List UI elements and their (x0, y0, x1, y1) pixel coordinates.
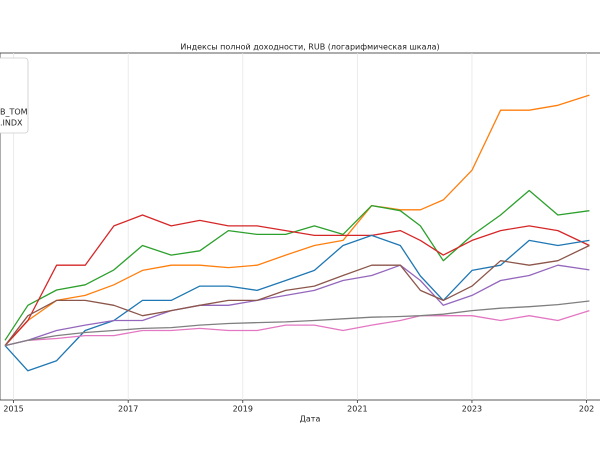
series-line (4, 300, 590, 347)
x-tick-label: 2019 (233, 405, 253, 414)
series-line (4, 189, 590, 341)
x-tick-label: 2015 (3, 405, 23, 414)
x-axis-label: Дата (300, 415, 321, 424)
x-tick-label: 2021 (347, 405, 367, 414)
series-line (4, 244, 590, 346)
x-tick-label: 2017 (118, 405, 138, 414)
series-line (4, 94, 590, 347)
series-line (4, 214, 590, 347)
series-line (4, 234, 590, 372)
chart-title: Индексы полной доходности, RUB (логарифм… (180, 43, 439, 52)
legend-label: .INDX (0, 119, 23, 128)
plot-frame (0, 52, 600, 401)
x-tick-label: 2023 (462, 405, 482, 414)
series-line (4, 264, 590, 347)
legend-label: B_TOM (0, 108, 28, 117)
series-line (4, 309, 590, 347)
legend-box (0, 57, 29, 134)
x-tick-label: 202 (579, 405, 594, 414)
